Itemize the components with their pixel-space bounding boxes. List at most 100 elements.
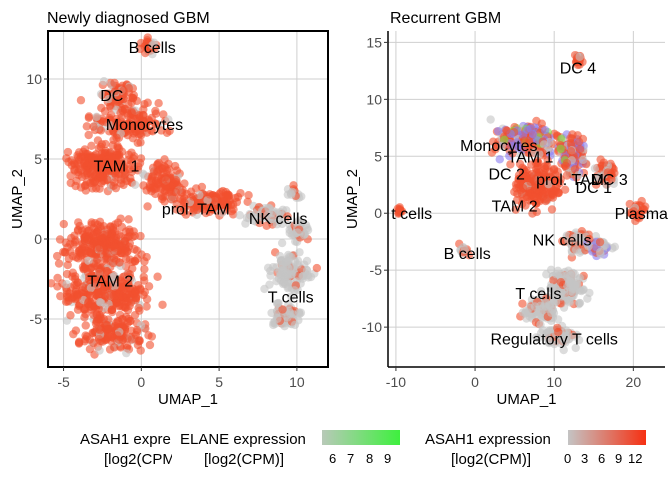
cell-point	[84, 272, 94, 282]
cell-points	[393, 50, 650, 355]
cell-point	[566, 139, 576, 148]
cell-point	[197, 182, 207, 192]
cell-point	[243, 197, 252, 207]
cell-point	[542, 328, 551, 338]
cell-point	[63, 260, 72, 270]
cell-point	[136, 154, 146, 163]
cell-point	[571, 343, 580, 353]
cell-point	[122, 348, 131, 358]
cell-point	[544, 179, 553, 189]
cell-point	[111, 114, 121, 124]
cell-point	[94, 334, 104, 344]
cell-point	[130, 180, 140, 190]
x-axis-title: UMAP_1	[496, 391, 556, 408]
cell-point	[172, 205, 181, 214]
legend-elane-tick: 8	[366, 451, 374, 466]
cell-point	[633, 213, 642, 222]
cell-point	[590, 164, 600, 173]
cell-point	[556, 292, 566, 301]
cell-point	[83, 298, 93, 308]
x-tick-label: 10	[546, 374, 562, 390]
cell-point	[127, 167, 136, 177]
cell-point	[84, 233, 93, 242]
cell-point	[570, 285, 580, 294]
cell-point	[460, 245, 470, 255]
cell-point	[486, 115, 495, 124]
y-tick-label: -5	[370, 262, 383, 278]
cell-point	[566, 271, 575, 280]
cell-point	[161, 182, 170, 191]
cell-point	[125, 316, 135, 326]
cell-point	[526, 177, 535, 186]
cluster-label: prol. TAM	[536, 172, 604, 189]
cell-point	[235, 211, 244, 220]
cell-point	[66, 311, 75, 320]
cell-point	[158, 300, 167, 309]
cell-point	[62, 280, 71, 289]
y-axis-title: UMAP_2	[344, 169, 361, 229]
legend-elane-tick: 7	[347, 451, 355, 466]
cell-point	[95, 297, 105, 307]
cell-point	[519, 165, 529, 174]
cell-point	[74, 337, 84, 347]
cell-point	[547, 205, 557, 214]
cell-point	[502, 126, 511, 135]
cell-point	[157, 194, 167, 204]
cell-point	[136, 138, 145, 147]
cell-point	[100, 291, 110, 301]
cell-point	[123, 305, 133, 315]
cell-point	[110, 243, 119, 252]
cell-point	[212, 193, 221, 203]
cell-point	[135, 110, 144, 120]
cell-point	[74, 254, 83, 263]
cell-point	[106, 222, 115, 231]
legend-elane-title-2: [log2(CPM)]	[204, 451, 285, 468]
cell-point	[395, 206, 404, 215]
cell-point	[122, 247, 132, 256]
cell-point	[306, 272, 316, 282]
cell-point	[100, 285, 110, 294]
x-tick-label: 20	[626, 374, 642, 390]
legend-elane: ELANE expression [log2(CPM)] 6 7 8 9	[180, 430, 410, 470]
cell-point	[83, 168, 92, 178]
cell-point	[525, 188, 534, 198]
legend-asah1-tick: 3	[581, 451, 589, 466]
cell-point	[287, 190, 296, 199]
panel-title: Recurrent GBM	[390, 10, 501, 27]
cell-point	[208, 204, 218, 213]
cell-point	[518, 299, 527, 308]
cell-point	[284, 300, 293, 309]
cell-point	[107, 273, 117, 282]
panel-newly-diagnosed: -5 0 5 10 -5 0 5 10 B cells DC Monocytes TAM 1 prol.…	[9, 10, 329, 408]
cell-point	[64, 254, 74, 264]
cell-point	[80, 158, 89, 168]
cell-point	[56, 291, 65, 301]
cell-point	[530, 302, 540, 311]
cluster-label: TAM 2	[87, 274, 133, 291]
x-tick-label: -5	[57, 374, 70, 390]
cell-point	[135, 129, 145, 139]
cell-point	[177, 188, 186, 197]
cell-point	[130, 245, 139, 254]
cell-point	[165, 126, 174, 136]
cell-point	[96, 126, 106, 135]
cell-point	[160, 172, 170, 182]
cell-point	[541, 126, 550, 135]
cell-point	[557, 134, 566, 144]
cell-point	[130, 231, 139, 241]
cell-point	[96, 89, 106, 99]
cell-point	[135, 306, 144, 315]
cell-point	[76, 183, 86, 192]
cell-point	[136, 120, 146, 129]
cell-point	[287, 264, 296, 273]
cell-point	[245, 209, 254, 219]
legend-asah1-tick: 12	[628, 451, 643, 466]
cell-point	[276, 208, 285, 217]
cell-point	[85, 291, 95, 300]
cell-point	[123, 341, 132, 350]
cell-point	[575, 298, 585, 308]
cell-point	[170, 161, 180, 171]
cell-point	[180, 198, 189, 208]
cell-point	[121, 227, 131, 236]
